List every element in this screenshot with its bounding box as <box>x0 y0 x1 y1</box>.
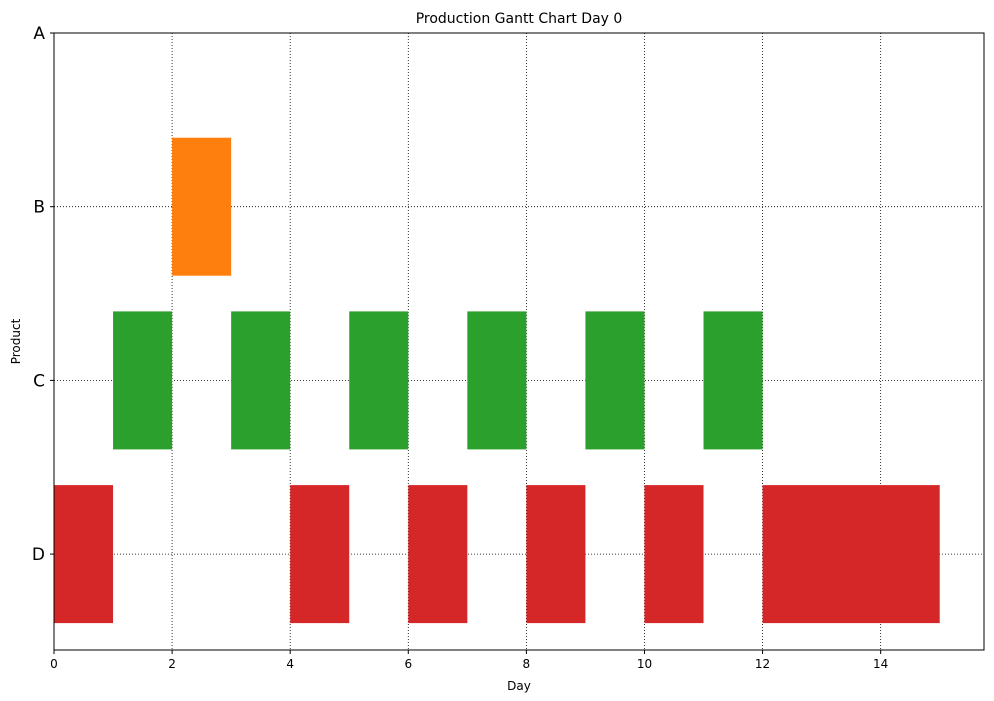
plot-frame <box>53 32 985 651</box>
gantt-bar-c <box>231 311 291 450</box>
gantt-bar-d <box>408 485 468 624</box>
gantt-bar-d <box>54 485 114 624</box>
y-axis-title: Product <box>9 318 23 364</box>
gantt-bar-d <box>644 485 704 624</box>
x-tick-label: 0 <box>50 657 58 671</box>
gantt-bar-c <box>703 311 763 450</box>
gantt-bar-c <box>113 311 173 450</box>
gantt-bar-b <box>172 137 232 276</box>
gantt-bar-c <box>349 311 409 450</box>
x-axis-title: Day <box>507 679 531 693</box>
gantt-bar-c <box>585 311 645 450</box>
x-tick-label: 4 <box>286 657 294 671</box>
x-tick-label: 2 <box>168 657 176 671</box>
gantt-bar-d <box>526 485 586 624</box>
bars-layer <box>54 137 940 624</box>
gantt-bar-c <box>467 311 527 450</box>
y-tick-label-a: A <box>33 24 45 44</box>
x-tick-label: 10 <box>637 657 652 671</box>
x-tick-label: 6 <box>404 657 412 671</box>
gantt-bar-d <box>762 485 940 624</box>
ticks-layer: 0 2 4 6 8 10 12 14 A B C D <box>32 24 888 671</box>
x-tick-label: 8 <box>523 657 531 671</box>
y-tick-label-c: C <box>33 371 45 391</box>
gantt-bar-d <box>290 485 350 624</box>
y-tick-label-b: B <box>33 198 45 218</box>
x-tick-label: 14 <box>873 657 888 671</box>
x-tick-label: 12 <box>755 657 770 671</box>
chart-title: Production Gantt Chart Day 0 <box>416 11 623 27</box>
y-tick-label-d: D <box>32 545 45 565</box>
